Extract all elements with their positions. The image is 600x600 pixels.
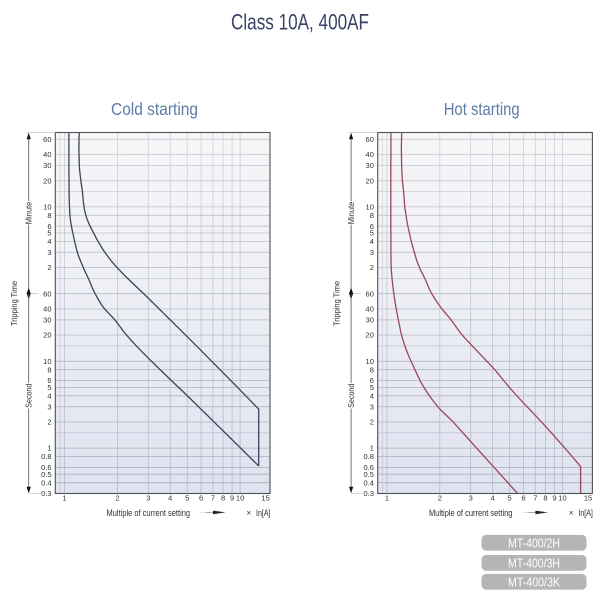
svg-text:4: 4	[370, 391, 374, 400]
svg-text:3: 3	[47, 402, 51, 411]
svg-text:6: 6	[370, 222, 374, 231]
svg-text:1: 1	[47, 444, 51, 453]
svg-text:6: 6	[199, 494, 203, 503]
svg-text:8: 8	[370, 365, 374, 374]
svg-text:Cold starting: Cold starting	[111, 99, 198, 119]
svg-text:Multiple of current setting: Multiple of current setting	[429, 508, 513, 519]
svg-text:2: 2	[47, 418, 51, 427]
svg-text:8: 8	[47, 365, 51, 374]
svg-text:7: 7	[533, 494, 537, 503]
svg-text:5: 5	[370, 383, 374, 392]
svg-text:10: 10	[558, 494, 566, 503]
svg-text:3: 3	[146, 494, 150, 503]
svg-text:0.5: 0.5	[41, 470, 51, 479]
svg-text:3: 3	[469, 494, 473, 503]
svg-text:4: 4	[370, 237, 374, 246]
svg-text:4: 4	[47, 237, 51, 246]
svg-text:Minute: Minute	[347, 201, 356, 224]
svg-text:9: 9	[552, 494, 556, 503]
svg-text:3: 3	[370, 402, 374, 411]
svg-text:30: 30	[366, 316, 374, 325]
svg-text:1: 1	[385, 494, 389, 503]
svg-text:60: 60	[43, 289, 51, 298]
svg-text:8: 8	[543, 494, 547, 503]
svg-text:60: 60	[366, 289, 374, 298]
svg-text:60: 60	[366, 135, 374, 144]
svg-text:20: 20	[366, 331, 374, 340]
svg-text:MT-400/3K: MT-400/3K	[508, 576, 561, 590]
svg-text:20: 20	[43, 331, 51, 340]
svg-text:0.4: 0.4	[41, 478, 51, 487]
svg-text:20: 20	[43, 176, 51, 185]
svg-text:In[A]: In[A]	[256, 508, 271, 518]
svg-text:5: 5	[47, 383, 51, 392]
svg-text:6: 6	[370, 376, 374, 385]
svg-text:6: 6	[47, 376, 51, 385]
svg-text:2: 2	[370, 418, 374, 427]
svg-text:Tripping Time: Tripping Time	[10, 280, 19, 326]
svg-text:×: ×	[247, 509, 252, 518]
svg-text:15: 15	[261, 494, 269, 503]
svg-text:0.8: 0.8	[41, 452, 51, 461]
svg-text:20: 20	[366, 176, 374, 185]
svg-text:4: 4	[168, 494, 172, 503]
svg-text:Hot starting: Hot starting	[444, 99, 520, 119]
svg-text:5: 5	[370, 229, 374, 238]
svg-text:10: 10	[366, 357, 374, 366]
svg-text:30: 30	[43, 161, 51, 170]
svg-text:0.5: 0.5	[363, 470, 373, 479]
svg-text:5: 5	[508, 494, 512, 503]
svg-text:10: 10	[43, 357, 51, 366]
svg-text:0.6: 0.6	[363, 463, 373, 472]
svg-text:In[A]: In[A]	[578, 508, 593, 518]
svg-text:15: 15	[584, 494, 592, 503]
svg-text:8: 8	[221, 494, 225, 503]
svg-text:3: 3	[370, 248, 374, 257]
svg-text:2: 2	[370, 263, 374, 272]
svg-text:30: 30	[43, 316, 51, 325]
svg-text:40: 40	[366, 150, 374, 159]
svg-text:10: 10	[366, 203, 374, 212]
svg-text:8: 8	[370, 211, 374, 220]
svg-text:0.4: 0.4	[363, 478, 373, 487]
svg-text:MT-400/2H: MT-400/2H	[508, 537, 560, 551]
svg-text:1: 1	[62, 494, 66, 503]
svg-text:9: 9	[230, 494, 234, 503]
svg-text:MT-400/3H: MT-400/3H	[508, 557, 560, 571]
svg-text:4: 4	[491, 494, 495, 503]
svg-text:2: 2	[438, 494, 442, 503]
svg-text:0.6: 0.6	[41, 463, 51, 472]
svg-text:4: 4	[47, 391, 51, 400]
svg-text:30: 30	[366, 161, 374, 170]
svg-text:Minute: Minute	[25, 201, 34, 224]
svg-text:40: 40	[366, 305, 374, 314]
svg-text:×: ×	[569, 509, 574, 518]
svg-text:Second: Second	[347, 384, 356, 408]
svg-text:5: 5	[47, 229, 51, 238]
svg-text:Multiple of current setting: Multiple of current setting	[107, 508, 191, 519]
svg-text:8: 8	[47, 211, 51, 220]
svg-text:10: 10	[236, 494, 244, 503]
svg-text:2: 2	[47, 263, 51, 272]
svg-text:Class 10A, 400AF: Class 10A, 400AF	[231, 10, 369, 35]
svg-text:40: 40	[43, 150, 51, 159]
svg-text:10: 10	[43, 203, 51, 212]
svg-text:6: 6	[521, 494, 525, 503]
svg-text:6: 6	[47, 222, 51, 231]
svg-text:3: 3	[47, 248, 51, 257]
svg-text:Tripping Time: Tripping Time	[332, 280, 341, 326]
svg-text:5: 5	[185, 494, 189, 503]
svg-text:7: 7	[211, 494, 215, 503]
svg-text:0.8: 0.8	[363, 452, 373, 461]
svg-text:Second: Second	[25, 384, 34, 408]
svg-text:1: 1	[370, 444, 374, 453]
svg-text:40: 40	[43, 305, 51, 314]
svg-text:2: 2	[115, 494, 119, 503]
svg-text:60: 60	[43, 135, 51, 144]
